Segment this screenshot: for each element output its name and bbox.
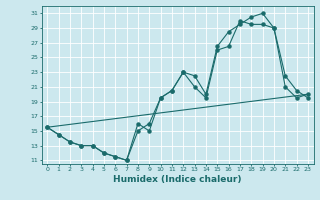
X-axis label: Humidex (Indice chaleur): Humidex (Indice chaleur) xyxy=(113,175,242,184)
